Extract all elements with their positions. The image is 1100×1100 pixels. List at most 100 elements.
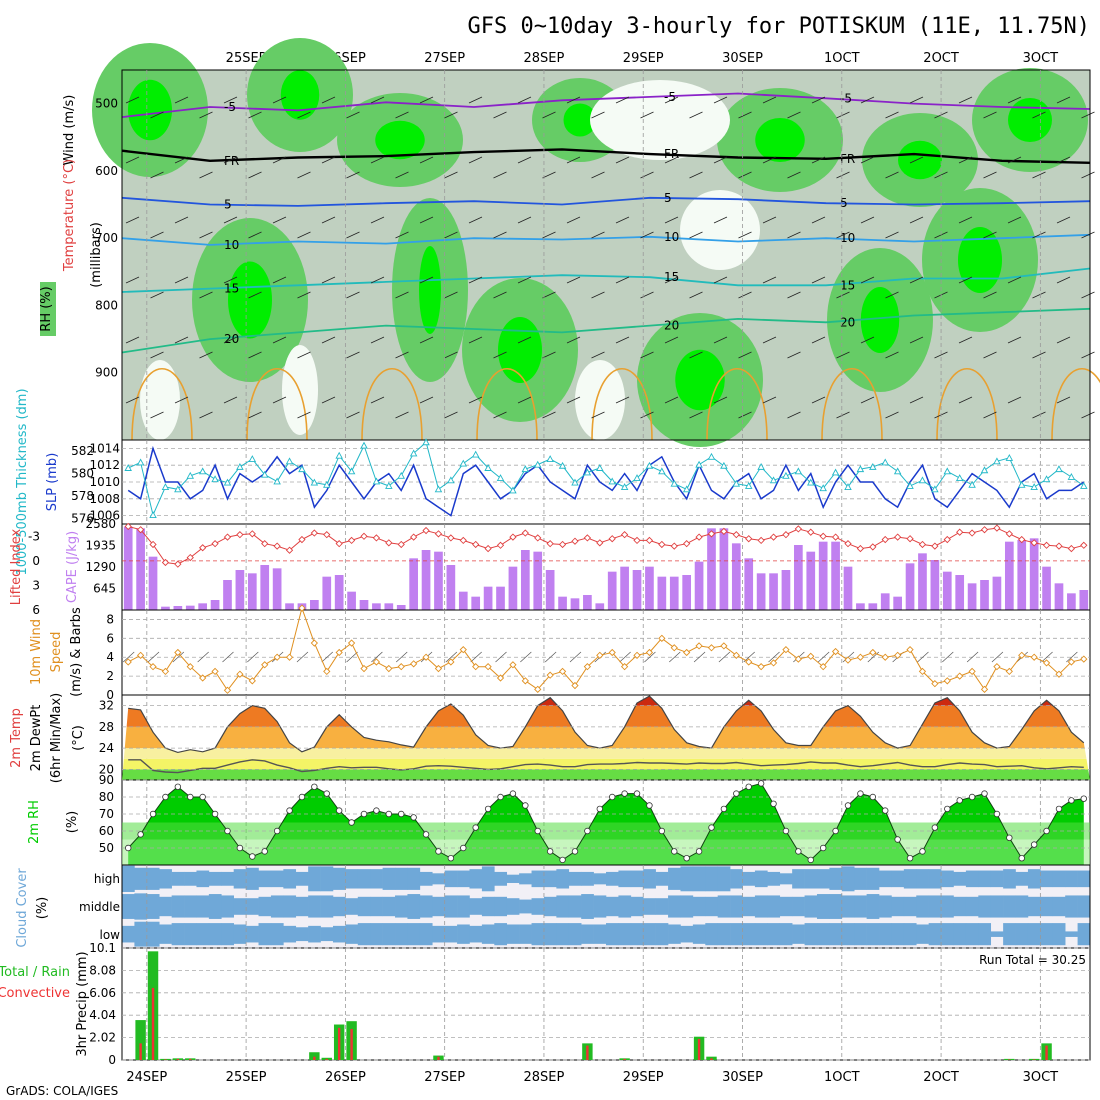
- thickness-point: [769, 476, 778, 484]
- cloud-cell-low: [419, 923, 433, 946]
- wind-barb: [958, 96, 973, 104]
- wind10-point: [993, 663, 1001, 671]
- slp-tick-label: 1012: [89, 458, 120, 472]
- thickness-point: [819, 484, 827, 492]
- cloud-cell-low: [382, 923, 396, 946]
- thickness-point: [608, 477, 616, 485]
- li-point: [943, 535, 951, 544]
- cloud-cell-low: [1065, 931, 1078, 937]
- cape-bar: [806, 551, 816, 610]
- cloud-cell-middle: [171, 895, 185, 918]
- cloud-cell-low: [742, 923, 756, 946]
- cloud-cell-low: [854, 923, 867, 946]
- thickness-point: [980, 466, 989, 474]
- cloud-cell-high: [928, 869, 942, 889]
- cloud-cell-high: [320, 866, 334, 892]
- cloud-cell-high: [841, 866, 855, 892]
- wind-barb: [223, 396, 238, 404]
- rh2m-point: [273, 827, 281, 835]
- wind-barb: [591, 111, 605, 119]
- wind10-barb: [669, 651, 681, 663]
- cloud-cell-middle: [866, 894, 880, 919]
- wind10-point: [472, 663, 480, 671]
- li-point: [993, 524, 1001, 532]
- wind-barb: [272, 396, 287, 404]
- cape-bar: [942, 571, 952, 610]
- wind-barb: [1056, 336, 1071, 344]
- wind-barb: [787, 411, 801, 419]
- wind-barb: [958, 396, 973, 404]
- wind10-point: [745, 658, 753, 666]
- wind-barb: [934, 351, 948, 359]
- thickness-point: [323, 480, 331, 488]
- li-point: [273, 542, 281, 550]
- rh2m-point: [460, 844, 467, 852]
- wind10-point: [1080, 655, 1088, 663]
- wind10-point: [956, 672, 964, 680]
- rh2m-point: [323, 790, 330, 797]
- wind-barb: [419, 96, 434, 104]
- cape-axis-title: CAPE (J/kg): [65, 531, 80, 603]
- cloud-cell-low: [606, 923, 619, 946]
- cloud-cell-middle: [792, 896, 805, 917]
- wind-barb: [762, 216, 777, 224]
- wind-tick-label: 0: [106, 688, 114, 702]
- rh-region-saturated: [128, 79, 172, 141]
- wind-barb: [517, 396, 532, 404]
- cloud-cell-middle: [705, 896, 718, 917]
- cloud-cell-low: [717, 923, 731, 946]
- thickness-point: [968, 480, 976, 488]
- wind10-barb: [619, 651, 631, 663]
- wind-barb: [1056, 276, 1071, 284]
- wind10-barb: [147, 651, 160, 663]
- wind-barb: [419, 396, 434, 404]
- wind-barb: [566, 336, 581, 344]
- wind10-barb: [644, 651, 656, 663]
- cloud-cell-middle: [941, 895, 954, 918]
- cloud-cell-low: [680, 925, 694, 943]
- li-point: [968, 529, 976, 537]
- cloud-cell-middle: [295, 896, 309, 917]
- wind-barb: [150, 411, 164, 419]
- cloud-cell-high: [705, 866, 718, 892]
- thickness-point: [844, 483, 852, 490]
- wind-barb: [787, 231, 801, 239]
- cloud-cell-high: [1027, 869, 1041, 889]
- cloud-cell-middle: [159, 896, 172, 917]
- wind-barb: [909, 96, 924, 104]
- wind10-point: [285, 653, 294, 661]
- wind-barb: [321, 336, 336, 344]
- cloud-cell-low: [258, 923, 272, 946]
- li-point: [161, 558, 170, 567]
- cloud-cell-low: [618, 923, 632, 946]
- isotherm-label: 20: [664, 319, 679, 333]
- thickness-line: [127, 441, 1085, 517]
- thickness-point: [1030, 483, 1038, 490]
- cloud-cell-middle: [804, 895, 818, 918]
- wind10-barb: [966, 651, 979, 663]
- wind-barb: [370, 156, 385, 164]
- wind10-point: [323, 667, 331, 676]
- rh2m-tick-label: 70: [99, 807, 114, 821]
- wind-barb: [321, 96, 336, 104]
- wind10-point: [496, 674, 505, 682]
- li-point: [174, 560, 182, 568]
- wind10-barb: [544, 651, 557, 663]
- isotherm-line: [121, 307, 1091, 354]
- cloud-cell-middle: [568, 895, 582, 918]
- wind-barb: [811, 276, 826, 284]
- rh2m-point: [658, 827, 666, 835]
- cloud-unit-label: (%): [35, 897, 50, 920]
- temp-line: [128, 695, 1085, 754]
- thickness-point: [397, 471, 405, 479]
- rh-region-saturated: [280, 70, 320, 120]
- rh-region-saturated: [375, 120, 425, 160]
- cape-bar: [384, 603, 394, 610]
- wind-barb: [762, 336, 777, 344]
- wind-barb: [174, 276, 189, 284]
- cloud-cell-high: [606, 871, 619, 886]
- cloud-cell-low: [692, 924, 706, 944]
- wind10-barb: [1066, 651, 1078, 663]
- thickness-point: [409, 449, 418, 457]
- cloud-cell-high: [556, 869, 570, 889]
